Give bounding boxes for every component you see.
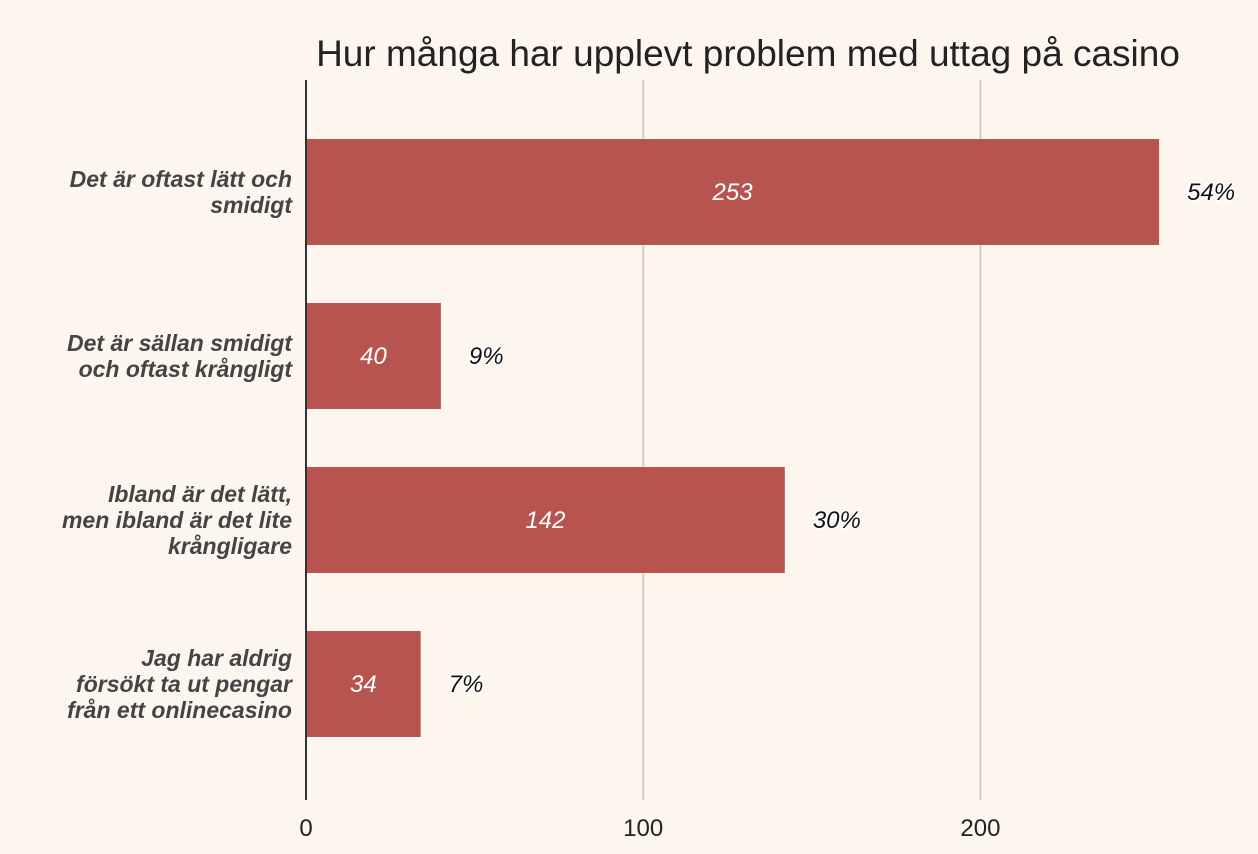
bar [306,467,785,573]
x-tick-label: 200 [960,815,1000,842]
category-label: Jag har aldrig försökt ta ut pengar från e… [67,645,293,723]
bar-value-label: 40 [360,343,387,370]
bar-value-label: 34 [350,671,377,698]
bars: 253 54% 40 9% 142 30% 34 7% [306,139,1237,737]
bar-percent-label: 30% [813,507,861,534]
bar [306,303,441,409]
bar-percent-label: 9% [469,343,504,370]
bar-value-label: 253 [712,179,754,206]
category-label: Det är oftast lätt och smidigt [70,166,294,218]
bar [306,631,421,737]
category-label: Ibland är det lätt, men ibland är det lit… [62,481,292,559]
x-tick-label: 0 [299,815,312,842]
category-labels: Det är oftast lätt och smidigt Det är säll… [62,166,293,723]
chart-title: Hur många har upplevt problem med uttag … [316,33,1180,74]
bar-percent-label: 54% [1187,179,1235,206]
x-tick-label: 100 [623,815,663,842]
bar-percent-label: 7% [449,671,484,698]
bar [306,139,1160,245]
x-axis-tick-labels: 0 100 200 [299,815,1000,842]
category-label: Det är sällan smidigt och oftast krånglig… [67,330,293,382]
bar-value-label: 142 [525,507,565,534]
